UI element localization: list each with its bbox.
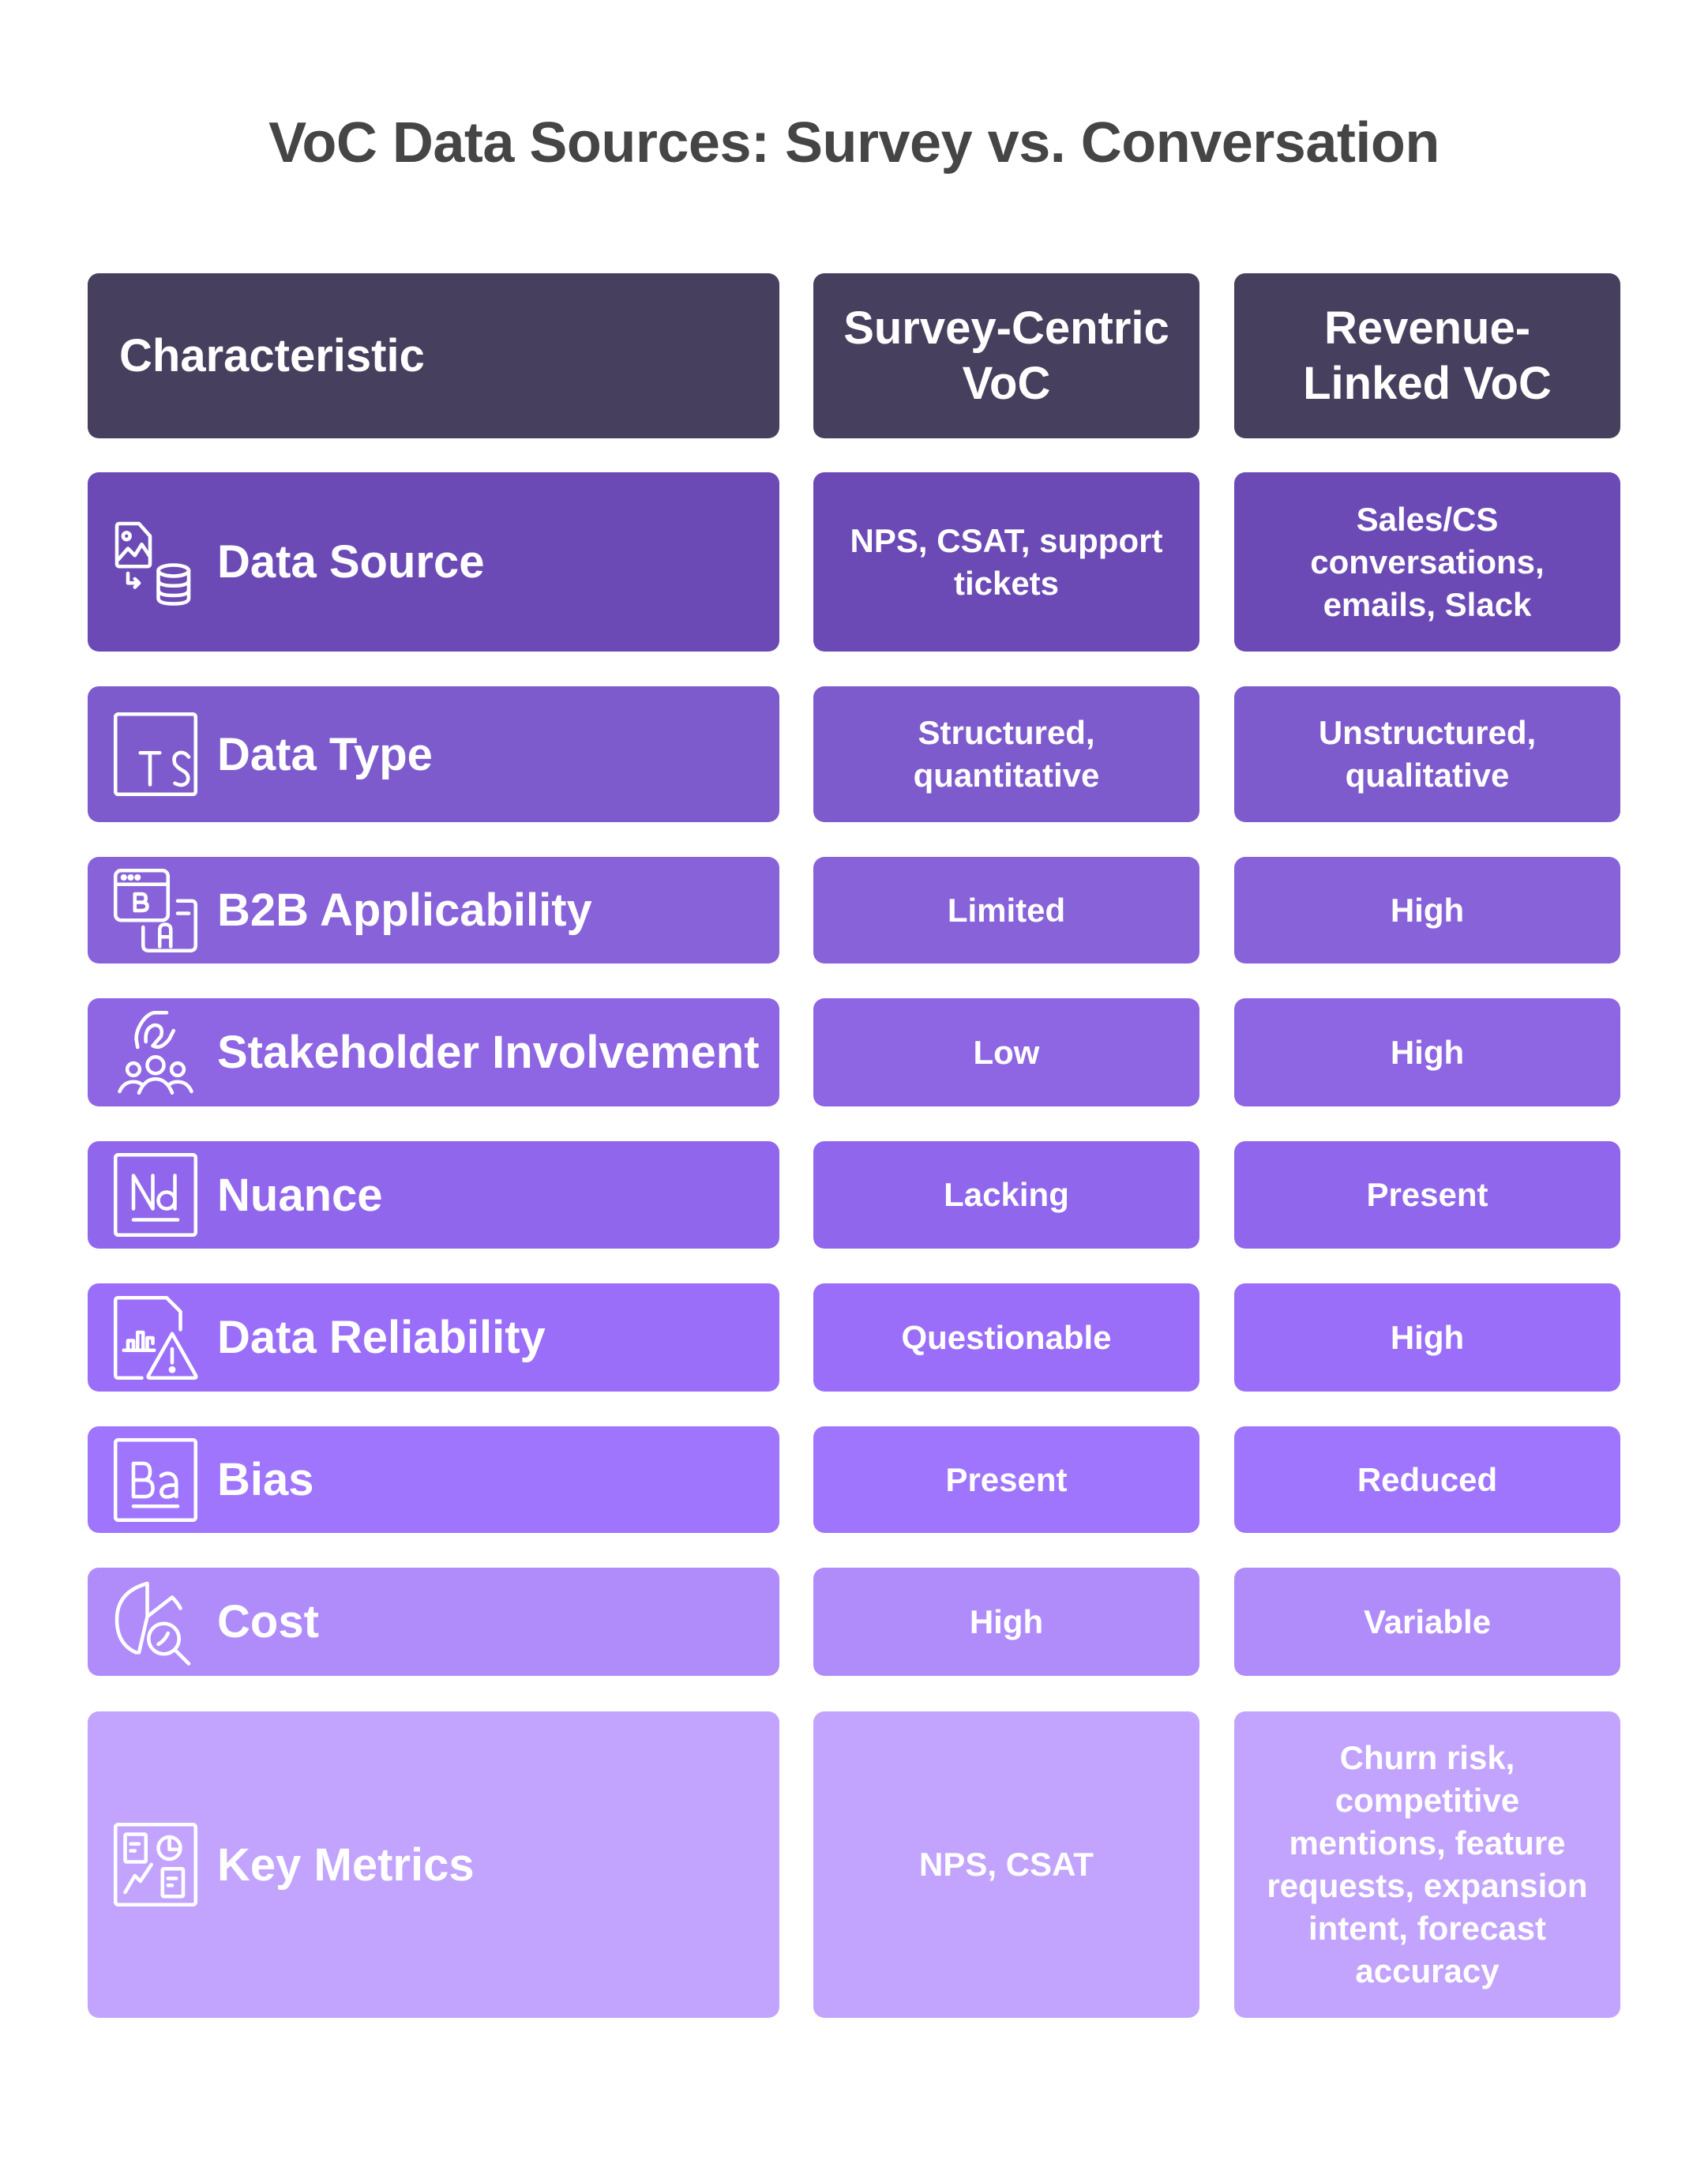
row-label-text: Data Type bbox=[217, 728, 433, 780]
cell-revenue-key-metrics: Churn risk, competitive mentions, featur… bbox=[1234, 1711, 1620, 2018]
header-characteristic: Characteristic bbox=[88, 273, 779, 438]
ts-type-icon bbox=[111, 710, 200, 798]
row-label-text: Data Reliability bbox=[217, 1312, 546, 1363]
stakeholders-hand-icon bbox=[111, 1009, 200, 1097]
cell-survey-reliability: Questionable bbox=[813, 1283, 1199, 1392]
cell-revenue-b2b: High bbox=[1234, 857, 1620, 964]
ba-typography-icon bbox=[111, 1436, 200, 1524]
cell-survey-stakeholder: Low bbox=[813, 998, 1199, 1106]
row-label-data-source: Data Source bbox=[88, 472, 779, 652]
row-label-nuance: Nuance bbox=[88, 1141, 779, 1249]
cell-revenue-data-source: Sales/CS conversations, emails, Slack bbox=[1234, 472, 1620, 652]
nd-typography-icon bbox=[111, 1151, 200, 1239]
cell-revenue-reliability: High bbox=[1234, 1283, 1620, 1392]
row-label-text: Key Metrics bbox=[217, 1839, 475, 1891]
b-to-a-windows-icon bbox=[111, 866, 200, 955]
row-label-b2b-applicability: B2B Applicability bbox=[88, 857, 779, 964]
row-label-key-metrics: Key Metrics bbox=[88, 1711, 779, 2018]
cell-revenue-cost: Variable bbox=[1234, 1568, 1620, 1676]
row-label-text: Data Source bbox=[217, 536, 485, 588]
cell-survey-key-metrics: NPS, CSAT bbox=[813, 1711, 1199, 2018]
image-file-to-database-icon bbox=[111, 518, 200, 607]
page-title: VoC Data Sources: Survey vs. Conversatio… bbox=[268, 111, 1440, 175]
row-label-text: B2B Applicability bbox=[217, 885, 592, 936]
cell-survey-cost: High bbox=[813, 1568, 1199, 1676]
chart-warning-icon bbox=[111, 1294, 200, 1382]
header-revenue-linked: Revenue-Linked VoC bbox=[1234, 273, 1620, 438]
row-label-text: Nuance bbox=[217, 1169, 383, 1221]
cell-revenue-nuance: Present bbox=[1234, 1141, 1620, 1249]
cell-revenue-bias: Reduced bbox=[1234, 1426, 1620, 1533]
row-label-data-type: Data Type bbox=[88, 686, 779, 822]
row-label-text: Cost bbox=[217, 1596, 319, 1647]
cell-revenue-stakeholder: High bbox=[1234, 998, 1620, 1106]
cell-survey-bias: Present bbox=[813, 1426, 1199, 1533]
row-label-text: Stakeholder Involvement bbox=[217, 1027, 760, 1078]
cell-revenue-data-type: Unstructured, qualitative bbox=[1234, 686, 1620, 822]
row-label-text: Bias bbox=[217, 1454, 314, 1505]
row-label-cost: Cost bbox=[88, 1568, 779, 1676]
dashboard-metrics-icon bbox=[111, 1820, 200, 1909]
row-label-bias: Bias bbox=[88, 1426, 779, 1533]
row-label-data-reliability: Data Reliability bbox=[88, 1283, 779, 1392]
cell-survey-data-source: NPS, CSAT, support tickets bbox=[813, 472, 1199, 652]
cell-survey-b2b: Limited bbox=[813, 857, 1199, 964]
cell-survey-nuance: Lacking bbox=[813, 1141, 1199, 1249]
cell-survey-data-type: Structured, quantitative bbox=[813, 686, 1199, 822]
row-label-stakeholder-involvement: Stakeholder Involvement bbox=[88, 998, 779, 1106]
pie-chart-search-icon bbox=[111, 1578, 200, 1666]
header-survey-centric: Survey-Centric VoC bbox=[813, 273, 1199, 438]
